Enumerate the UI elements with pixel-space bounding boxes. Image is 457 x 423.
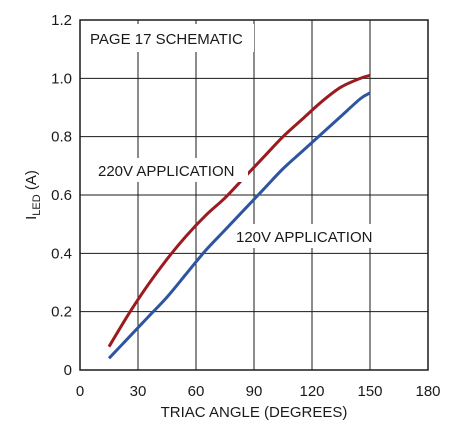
series-120-label: 120V APPLICATION xyxy=(236,229,372,246)
x-tick-label: 90 xyxy=(246,383,263,400)
y-tick-label: 1.0 xyxy=(51,70,72,87)
y-tick-label: 0 xyxy=(64,362,72,379)
y-axis-title-main: I xyxy=(23,216,40,220)
x-tick-label: 0 xyxy=(76,383,84,400)
y-tick-label: 0.6 xyxy=(51,187,72,204)
x-tick-label: 60 xyxy=(188,383,205,400)
label-220-background xyxy=(96,158,248,182)
box-label-background xyxy=(84,24,254,52)
series-220-label: 220V APPLICATION xyxy=(98,163,234,180)
series-line-120v xyxy=(107,91,371,360)
series-line-220v xyxy=(107,73,371,348)
y-tick-labels: 0 0.2 0.4 0.6 0.8 1.0 1.2 xyxy=(51,12,72,379)
y-tick-label: 0.2 xyxy=(51,304,72,321)
x-axis-title: TRIAC ANGLE (DEGREES) xyxy=(161,404,348,421)
label-120-background xyxy=(234,224,386,248)
plot-frame xyxy=(79,19,429,371)
y-axis-title: ILED (A) xyxy=(23,170,43,220)
x-tick-label: 120 xyxy=(299,383,324,400)
y-tick-label: 0.4 xyxy=(51,245,72,262)
x-tick-label: 30 xyxy=(130,383,147,400)
box-label: PAGE 17 SCHEMATIC xyxy=(90,31,243,48)
y-tick-label: 0.8 xyxy=(51,129,72,146)
y-tick-label: 1.2 xyxy=(51,12,72,29)
grid xyxy=(80,20,428,370)
x-tick-label: 180 xyxy=(415,383,440,400)
series-group xyxy=(107,73,371,360)
x-tick-labels: 0 30 60 90 120 150 180 xyxy=(76,383,441,400)
y-axis-title-unit: (A) xyxy=(23,170,40,194)
y-axis-title-sub: LED xyxy=(31,194,43,215)
x-tick-label: 150 xyxy=(357,383,382,400)
